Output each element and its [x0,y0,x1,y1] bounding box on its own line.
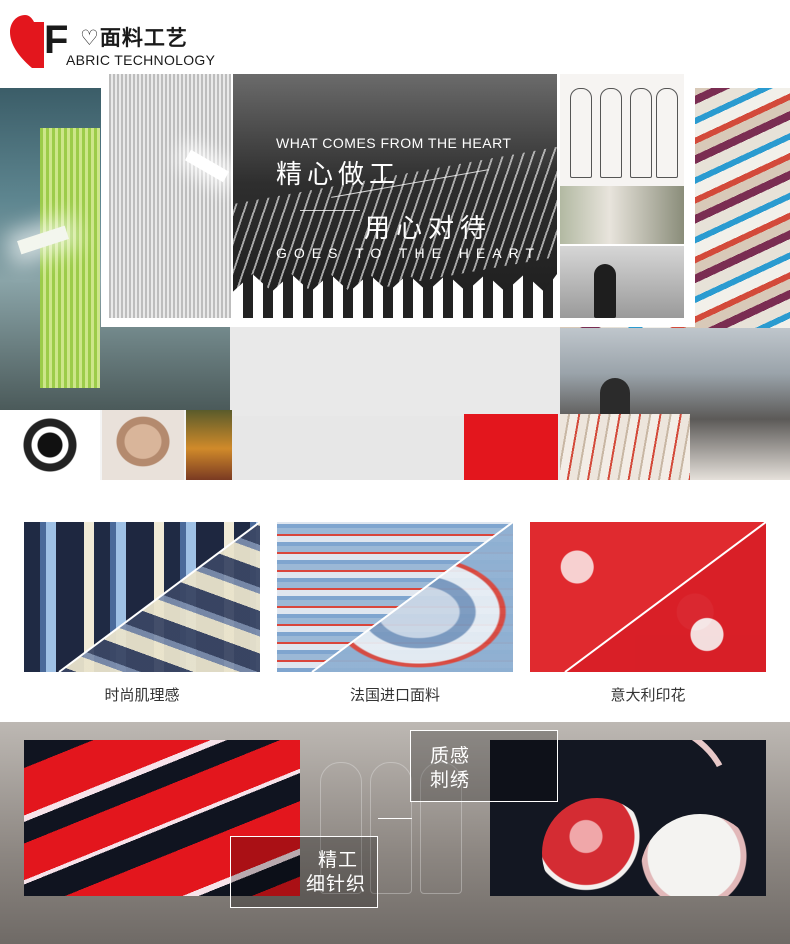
fashion-sketch-photo [560,74,684,244]
heart-logo-icon [10,15,44,68]
logo-letter: F [44,18,69,62]
hero-heading-cn: 精心做工 [276,160,401,190]
fabric-caption: 意大利印花 [610,686,686,704]
gray-block [232,416,464,480]
pattern-model-photos [0,410,232,480]
designer-photo [560,246,684,318]
hero-heading-en: WHAT COMES FROM THE HEART [276,135,512,151]
logo-subtitle: ABRIC TECHNOLOGY [66,52,216,68]
knit-label-box [230,836,378,908]
knit-label: 精工 [318,849,359,871]
hero-subheading-en: GOES TO THE HEART [276,245,542,261]
fabric-card-texture [24,522,260,672]
cherry-embroidery-photo [490,740,766,896]
knitting-machine-photo [109,74,231,318]
divider [300,210,360,211]
knit-stripe-photo [24,740,300,896]
fabric-card-french [277,522,513,672]
embroidery-label: 刺绣 [430,769,471,791]
embroidery-label: 质感 [430,745,471,767]
red-block [464,414,558,480]
logo-title: ♡面料工艺 [80,26,188,50]
knit-label: 细针织 [306,873,367,895]
fabric-card-italian [530,522,766,672]
fabric-caption: 时尚肌理感 [104,686,180,704]
hero-loom-photo [233,74,557,318]
divider [378,818,412,819]
fabric-stack-photo [560,414,690,480]
embroidery-label-box [410,730,558,802]
hero-subheading-cn: 用心对待 [364,214,493,244]
fabric-caption: 法国进口面料 [349,686,440,704]
